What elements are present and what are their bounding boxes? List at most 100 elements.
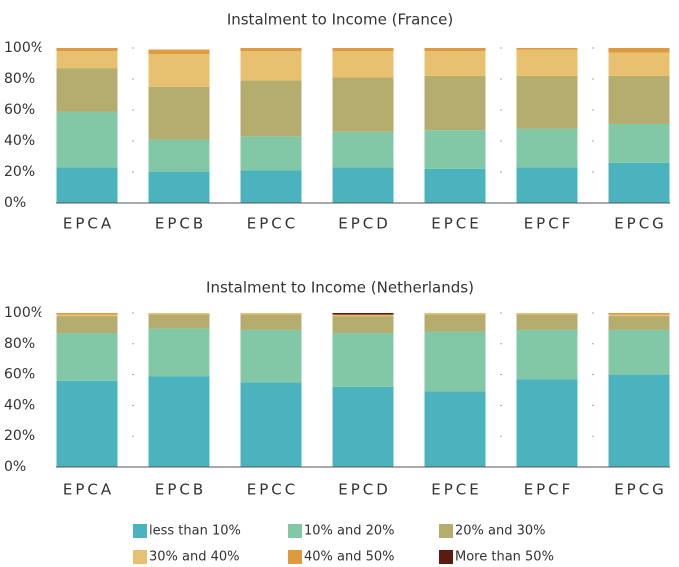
bar-segment	[332, 333, 394, 387]
bar-segment	[516, 379, 578, 467]
bar-segment	[424, 51, 486, 76]
x-tick-label: EPCD	[338, 481, 391, 499]
x-tick-label: EPCC	[247, 481, 298, 499]
x-tick-label: EPCF	[524, 215, 574, 233]
bar-segment	[608, 75, 670, 124]
y-tick-label: 60%	[4, 367, 35, 383]
bar-segment	[240, 329, 302, 383]
bar-segment	[424, 130, 486, 169]
y-tick-label: 0%	[4, 459, 26, 475]
bar-segment	[332, 316, 394, 334]
y-tick-label: 40%	[4, 397, 35, 413]
x-tick-label: EPCF	[524, 481, 574, 499]
bar-segment	[608, 123, 670, 163]
legend-swatch	[439, 550, 453, 564]
bar-segment	[608, 316, 670, 330]
bar-segment	[240, 314, 302, 330]
x-tick-label: EPCD	[338, 215, 391, 233]
legend-label: less than 10%	[149, 524, 241, 539]
bar-segment	[608, 162, 670, 203]
bar-segment	[332, 48, 394, 52]
bar-segment	[56, 51, 118, 69]
y-tick-label: 100%	[4, 305, 44, 321]
legend-swatch	[133, 524, 147, 538]
bar-segment	[240, 136, 302, 171]
bar-segment	[608, 313, 670, 315]
bar-segment	[56, 316, 118, 334]
bar-segment	[240, 170, 302, 203]
y-tick-label: 40%	[4, 133, 35, 149]
bar-segment	[148, 54, 210, 87]
bar-segment	[516, 329, 578, 380]
bar-segment	[240, 51, 302, 81]
bar-segment	[332, 77, 394, 132]
bar-segment	[148, 49, 210, 55]
legend-swatch	[439, 524, 453, 538]
legend-swatch	[288, 524, 302, 538]
bar-segment	[56, 313, 118, 315]
bar-segment	[424, 75, 486, 131]
legend-label: 40% and 50%	[304, 550, 395, 565]
bar-segment	[56, 380, 118, 467]
x-tick-label: EPCG	[614, 215, 667, 233]
bar-segment	[424, 391, 486, 467]
bar-segment	[516, 167, 578, 203]
bar-segment	[240, 313, 302, 315]
bar-segment	[148, 139, 210, 172]
bar-segment	[332, 51, 394, 78]
legend-label: More than 50%	[455, 550, 554, 565]
bar-segment	[516, 128, 578, 168]
bar-segment	[148, 376, 210, 467]
legend-label: 10% and 20%	[304, 524, 395, 539]
bar-segment	[240, 80, 302, 137]
bar-segment	[516, 49, 578, 76]
y-tick-label: 80%	[4, 71, 35, 87]
x-tick-label: EPCA	[63, 215, 114, 233]
bar-segment	[148, 172, 210, 203]
legend-swatch	[288, 550, 302, 564]
bar-segment	[516, 314, 578, 330]
bar-segment	[608, 48, 670, 53]
bar-segment	[608, 329, 670, 375]
y-tick-label: 20%	[4, 428, 35, 444]
bar-segment	[424, 314, 486, 332]
bar-segment	[516, 75, 578, 129]
bar-segment	[608, 52, 670, 76]
bar-segment	[608, 374, 670, 467]
bar-segment	[148, 328, 210, 377]
x-tick-label: EPCC	[247, 215, 298, 233]
x-tick-label: EPCE	[431, 215, 481, 233]
bar-segment	[516, 313, 578, 315]
bar-segment	[332, 314, 394, 316]
bar-segment	[148, 313, 210, 315]
bar-segment	[56, 48, 118, 52]
bar-segment	[148, 86, 210, 140]
x-tick-label: EPCB	[155, 481, 206, 499]
bar-segment	[240, 48, 302, 52]
bar-segment	[332, 315, 394, 317]
y-tick-label: 0%	[4, 195, 26, 211]
bar-segment	[424, 48, 486, 52]
bar-segment	[424, 168, 486, 203]
bar-segment	[608, 314, 670, 317]
bar-segment	[56, 111, 118, 168]
legend-swatch	[133, 550, 147, 564]
bar-segment	[240, 382, 302, 467]
bar-segment	[332, 386, 394, 467]
bar-segment	[332, 131, 394, 168]
x-tick-label: EPCB	[155, 215, 206, 233]
bar-segment	[516, 48, 578, 50]
legend-label: 20% and 30%	[455, 524, 546, 539]
bar-segment	[332, 167, 394, 203]
bar-segment	[424, 331, 486, 392]
bar-segment	[56, 68, 118, 112]
bar-segment	[332, 313, 394, 315]
y-tick-label: 60%	[4, 102, 35, 118]
chart-title: Instalment to Income (France)	[227, 11, 453, 29]
y-tick-label: 20%	[4, 164, 35, 180]
bar-segment	[424, 313, 486, 315]
bar-segment	[148, 314, 210, 329]
x-tick-label: EPCE	[431, 481, 481, 499]
x-tick-label: EPCG	[614, 481, 667, 499]
